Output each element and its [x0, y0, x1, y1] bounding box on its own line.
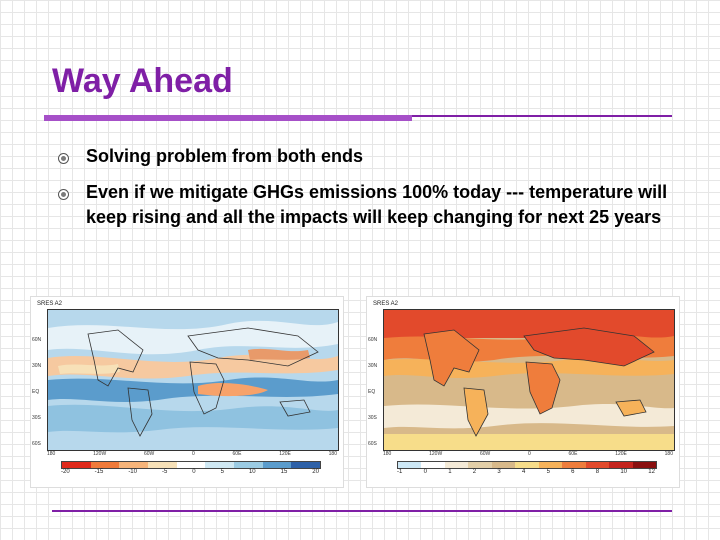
- longitude-ticks: 180 120W 60W 0 60E 120E 180: [383, 451, 673, 457]
- bullet-icon: [58, 189, 69, 200]
- colorbar-swatch: [562, 462, 586, 468]
- colorbar-swatch: [491, 462, 516, 468]
- temperature-change-map: SRES A2 60N 30N EQ 30S 60S 180 120W 60W 0 60E 120…: [366, 296, 680, 488]
- colorbar-swatch: [632, 462, 656, 468]
- colorbar-swatch: [205, 462, 235, 468]
- bullet-text-1: Solving problem from both ends: [86, 146, 364, 166]
- colorbar-swatch: [538, 462, 563, 468]
- title-underline-accent: [44, 115, 412, 121]
- world-map-image: [48, 310, 338, 450]
- colorbar-swatch: [262, 462, 292, 468]
- latitude-ticks: 60N 30N EQ 30S 60S: [368, 337, 378, 447]
- latitude-ticks: 60N 30N EQ 30S 60S: [32, 337, 42, 447]
- map-image: [383, 309, 675, 451]
- colorbar-swatch: [444, 462, 469, 468]
- longitude-ticks: 180 120W 60W 0 60E 120E 180: [47, 451, 337, 457]
- colorbar-swatch: [176, 462, 206, 468]
- colorbar-swatch: [515, 462, 539, 468]
- colorbar-swatch: [119, 462, 149, 468]
- colorbar-swatch: [148, 462, 177, 468]
- map-label: SRES A2: [373, 301, 399, 307]
- colorbar-swatch: [234, 462, 263, 468]
- slide-title: Way Ahead: [52, 62, 233, 100]
- colorbar-swatch: [291, 462, 321, 468]
- colorbar-ticks: -1 0 1 2 3 4 5 6 8 10 12: [397, 469, 655, 475]
- title-underline: [412, 115, 672, 117]
- bullet-text-2: Even if we mitigate GHGs emissions 100% …: [86, 182, 668, 227]
- colorbar: [61, 461, 321, 469]
- colorbar-swatch: [468, 462, 492, 468]
- map-label: SRES A2: [37, 301, 63, 307]
- world-map-image: [384, 310, 674, 450]
- colorbar-swatch: [90, 462, 120, 468]
- map-image: [47, 309, 339, 451]
- colorbar-swatch: [585, 462, 610, 468]
- footer-rule: [52, 510, 672, 512]
- colorbar-ticks: -20 -15 -10 -5 0 5 10 15 20: [61, 469, 319, 475]
- precipitation-change-map: SRES A2 60N 30N EQ 30S 60S 180 120W 60W 0 60E 120…: [30, 296, 344, 488]
- colorbar-swatch: [398, 462, 422, 468]
- bullet-icon: [58, 153, 69, 164]
- colorbar-swatch: [609, 462, 633, 468]
- colorbar: [397, 461, 657, 469]
- colorbar-swatch: [421, 462, 445, 468]
- colorbar-swatch: [62, 462, 91, 468]
